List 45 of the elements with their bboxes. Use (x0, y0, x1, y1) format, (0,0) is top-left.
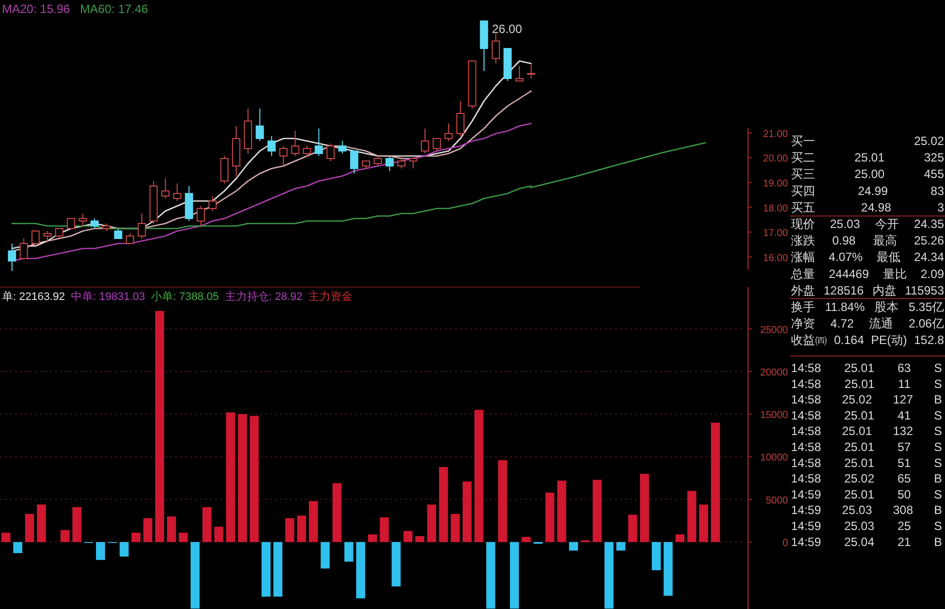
annotation: 小单: 7388.05 (151, 290, 219, 303)
text: 外盘 128516 内盘 115953 (791, 283, 944, 298)
text: 买二 25.01 325 (791, 150, 944, 165)
text: 14:58 25.01 63 S (791, 361, 942, 375)
text: 换手 11.84% 股本 5.35亿 (791, 300, 944, 314)
text: 14:58 25.01 132 S (791, 424, 942, 438)
text: 14:58 25.01 11 S (791, 376, 942, 391)
text: 14:58 25.01 51 S (791, 456, 942, 470)
y-tick-label: 0 (782, 538, 788, 550)
annotation: 主力持仓: 28.92 (224, 290, 303, 303)
y-tick-label: 16.00 (762, 252, 788, 264)
y-tick-label: 21.00 (762, 128, 788, 140)
text: 14:58 25.02 127 B (791, 392, 942, 407)
text: 14:59 25.01 50 S (791, 487, 942, 502)
y-tick-label: 20000 (760, 367, 788, 378)
text: 净资 4.72 流通 2.06亿 (791, 316, 944, 331)
text: 14:58 25.01 57 S (791, 440, 942, 454)
y-tick-label: 17.00 (762, 228, 788, 240)
annotation: 主力资金 (308, 290, 353, 303)
text: MA60: 17.46 (80, 2, 148, 16)
y-tick-label: 5000 (766, 495, 788, 506)
text: 涨跌 0.98 最高 25.26 (791, 234, 944, 248)
text: 买四 24.99 83 (791, 184, 944, 198)
text: 现价 25.03 今开 24.35 (791, 217, 944, 231)
y-tick-label: 18.00 (762, 203, 788, 214)
annotation: 26.00 (492, 22, 522, 36)
text: 14:59 25.03 25 S (791, 519, 942, 533)
annotation: 中单: 19831.03 (71, 290, 145, 303)
text: 总量 244469 量比 2.09 (790, 266, 944, 281)
y-tick-label: 25000 (760, 324, 788, 336)
text: 买五 24.98 3 (791, 200, 944, 214)
text: 14:58 25.01 41 S (791, 408, 942, 422)
text: 买一 25.02 (791, 134, 944, 148)
text: MA20: 15.96 (2, 2, 70, 16)
text: 14:58 25.02 65 B (791, 472, 942, 486)
text: 涨幅 4.07% 最低 24.34 (791, 250, 944, 264)
text: 收益㈣ 0.164 PE(动) 152.8 (791, 333, 944, 348)
y-tick-label: 10000 (760, 452, 788, 464)
y-tick-label: 19.00 (762, 178, 788, 190)
text: 买三 25.00 455 (791, 167, 944, 182)
text: 14:59 25.03 308 B (791, 503, 942, 518)
y-tick-label: 20.00 (762, 154, 788, 165)
text: 14:59 25.04 21 B (791, 534, 942, 549)
y-tick-label: 15000 (760, 410, 788, 422)
annotation: 单: 22163.92 (2, 290, 65, 303)
